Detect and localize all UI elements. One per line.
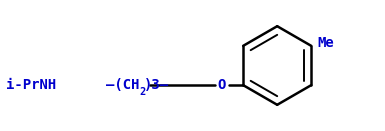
Text: 2: 2 xyxy=(140,87,146,97)
Text: —(CH: —(CH xyxy=(106,78,139,92)
Text: Me: Me xyxy=(317,36,334,50)
Text: O: O xyxy=(218,78,226,92)
Text: )3—: )3— xyxy=(144,78,169,92)
Text: i-PrNH: i-PrNH xyxy=(6,78,56,92)
